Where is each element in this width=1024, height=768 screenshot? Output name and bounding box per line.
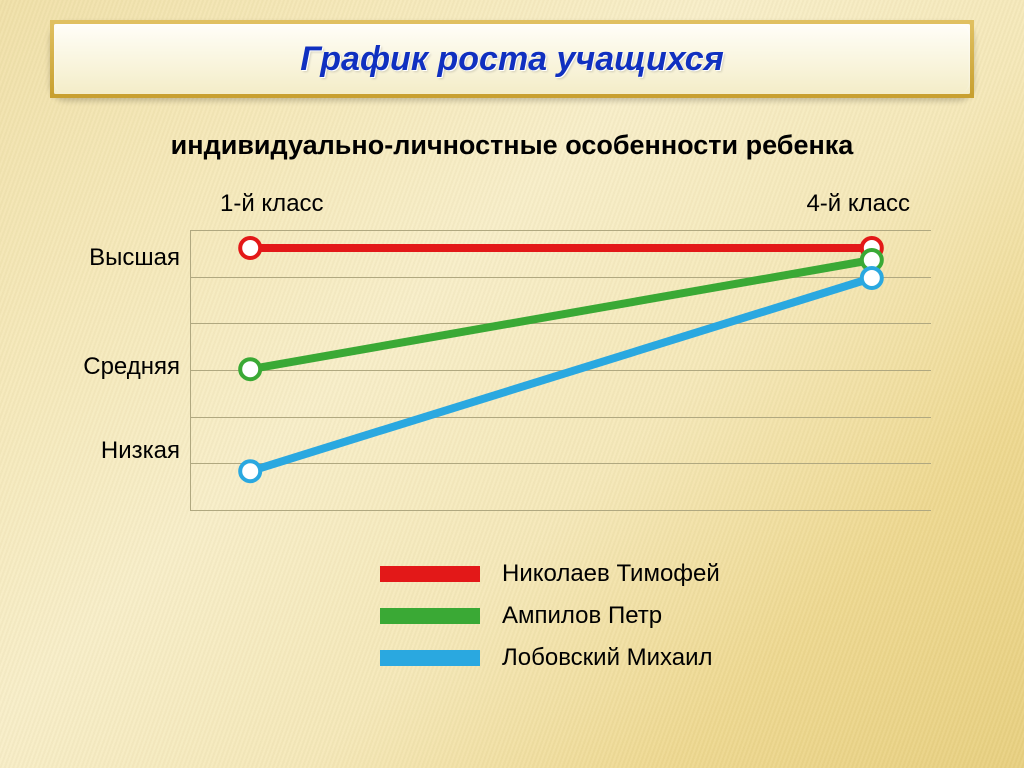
- legend-swatch: [380, 566, 480, 582]
- x-axis-label-start: 1-й класс: [220, 190, 324, 218]
- legend-item: Ампилов Петр: [380, 602, 720, 630]
- series-marker: [240, 238, 260, 258]
- legend-label: Лобовский Михаил: [502, 644, 713, 672]
- legend-swatch: [380, 650, 480, 666]
- grid-line: [191, 510, 931, 511]
- legend-label: Ампилов Петр: [502, 602, 662, 630]
- legend-swatch: [380, 608, 480, 624]
- plot-area: [190, 230, 931, 511]
- series-marker: [240, 461, 260, 481]
- subtitle: индивидуально-личностные особенности реб…: [0, 130, 1024, 161]
- legend-item: Николаев Тимофей: [380, 560, 720, 588]
- series-marker: [240, 359, 260, 379]
- title-banner: График роста учащихся: [50, 20, 974, 98]
- legend-label: Николаев Тимофей: [502, 560, 720, 588]
- series-line: [250, 260, 872, 369]
- growth-chart: 1-й класс 4-й класс Высшая Средняя Низкая: [70, 190, 950, 530]
- plot-svg: [191, 230, 931, 510]
- series-marker: [862, 268, 882, 288]
- series-line: [250, 278, 872, 471]
- y-axis-label: Средняя: [83, 353, 180, 381]
- y-axis-label: Низкая: [101, 437, 180, 465]
- legend-item: Лобовский Михаил: [380, 644, 720, 672]
- x-axis-label-end: 4-й класс: [806, 190, 910, 218]
- y-axis-label: Высшая: [89, 244, 180, 272]
- legend: Николаев Тимофей Ампилов Петр Лобовский Ми…: [380, 560, 720, 686]
- page-title: График роста учащихся: [300, 40, 723, 79]
